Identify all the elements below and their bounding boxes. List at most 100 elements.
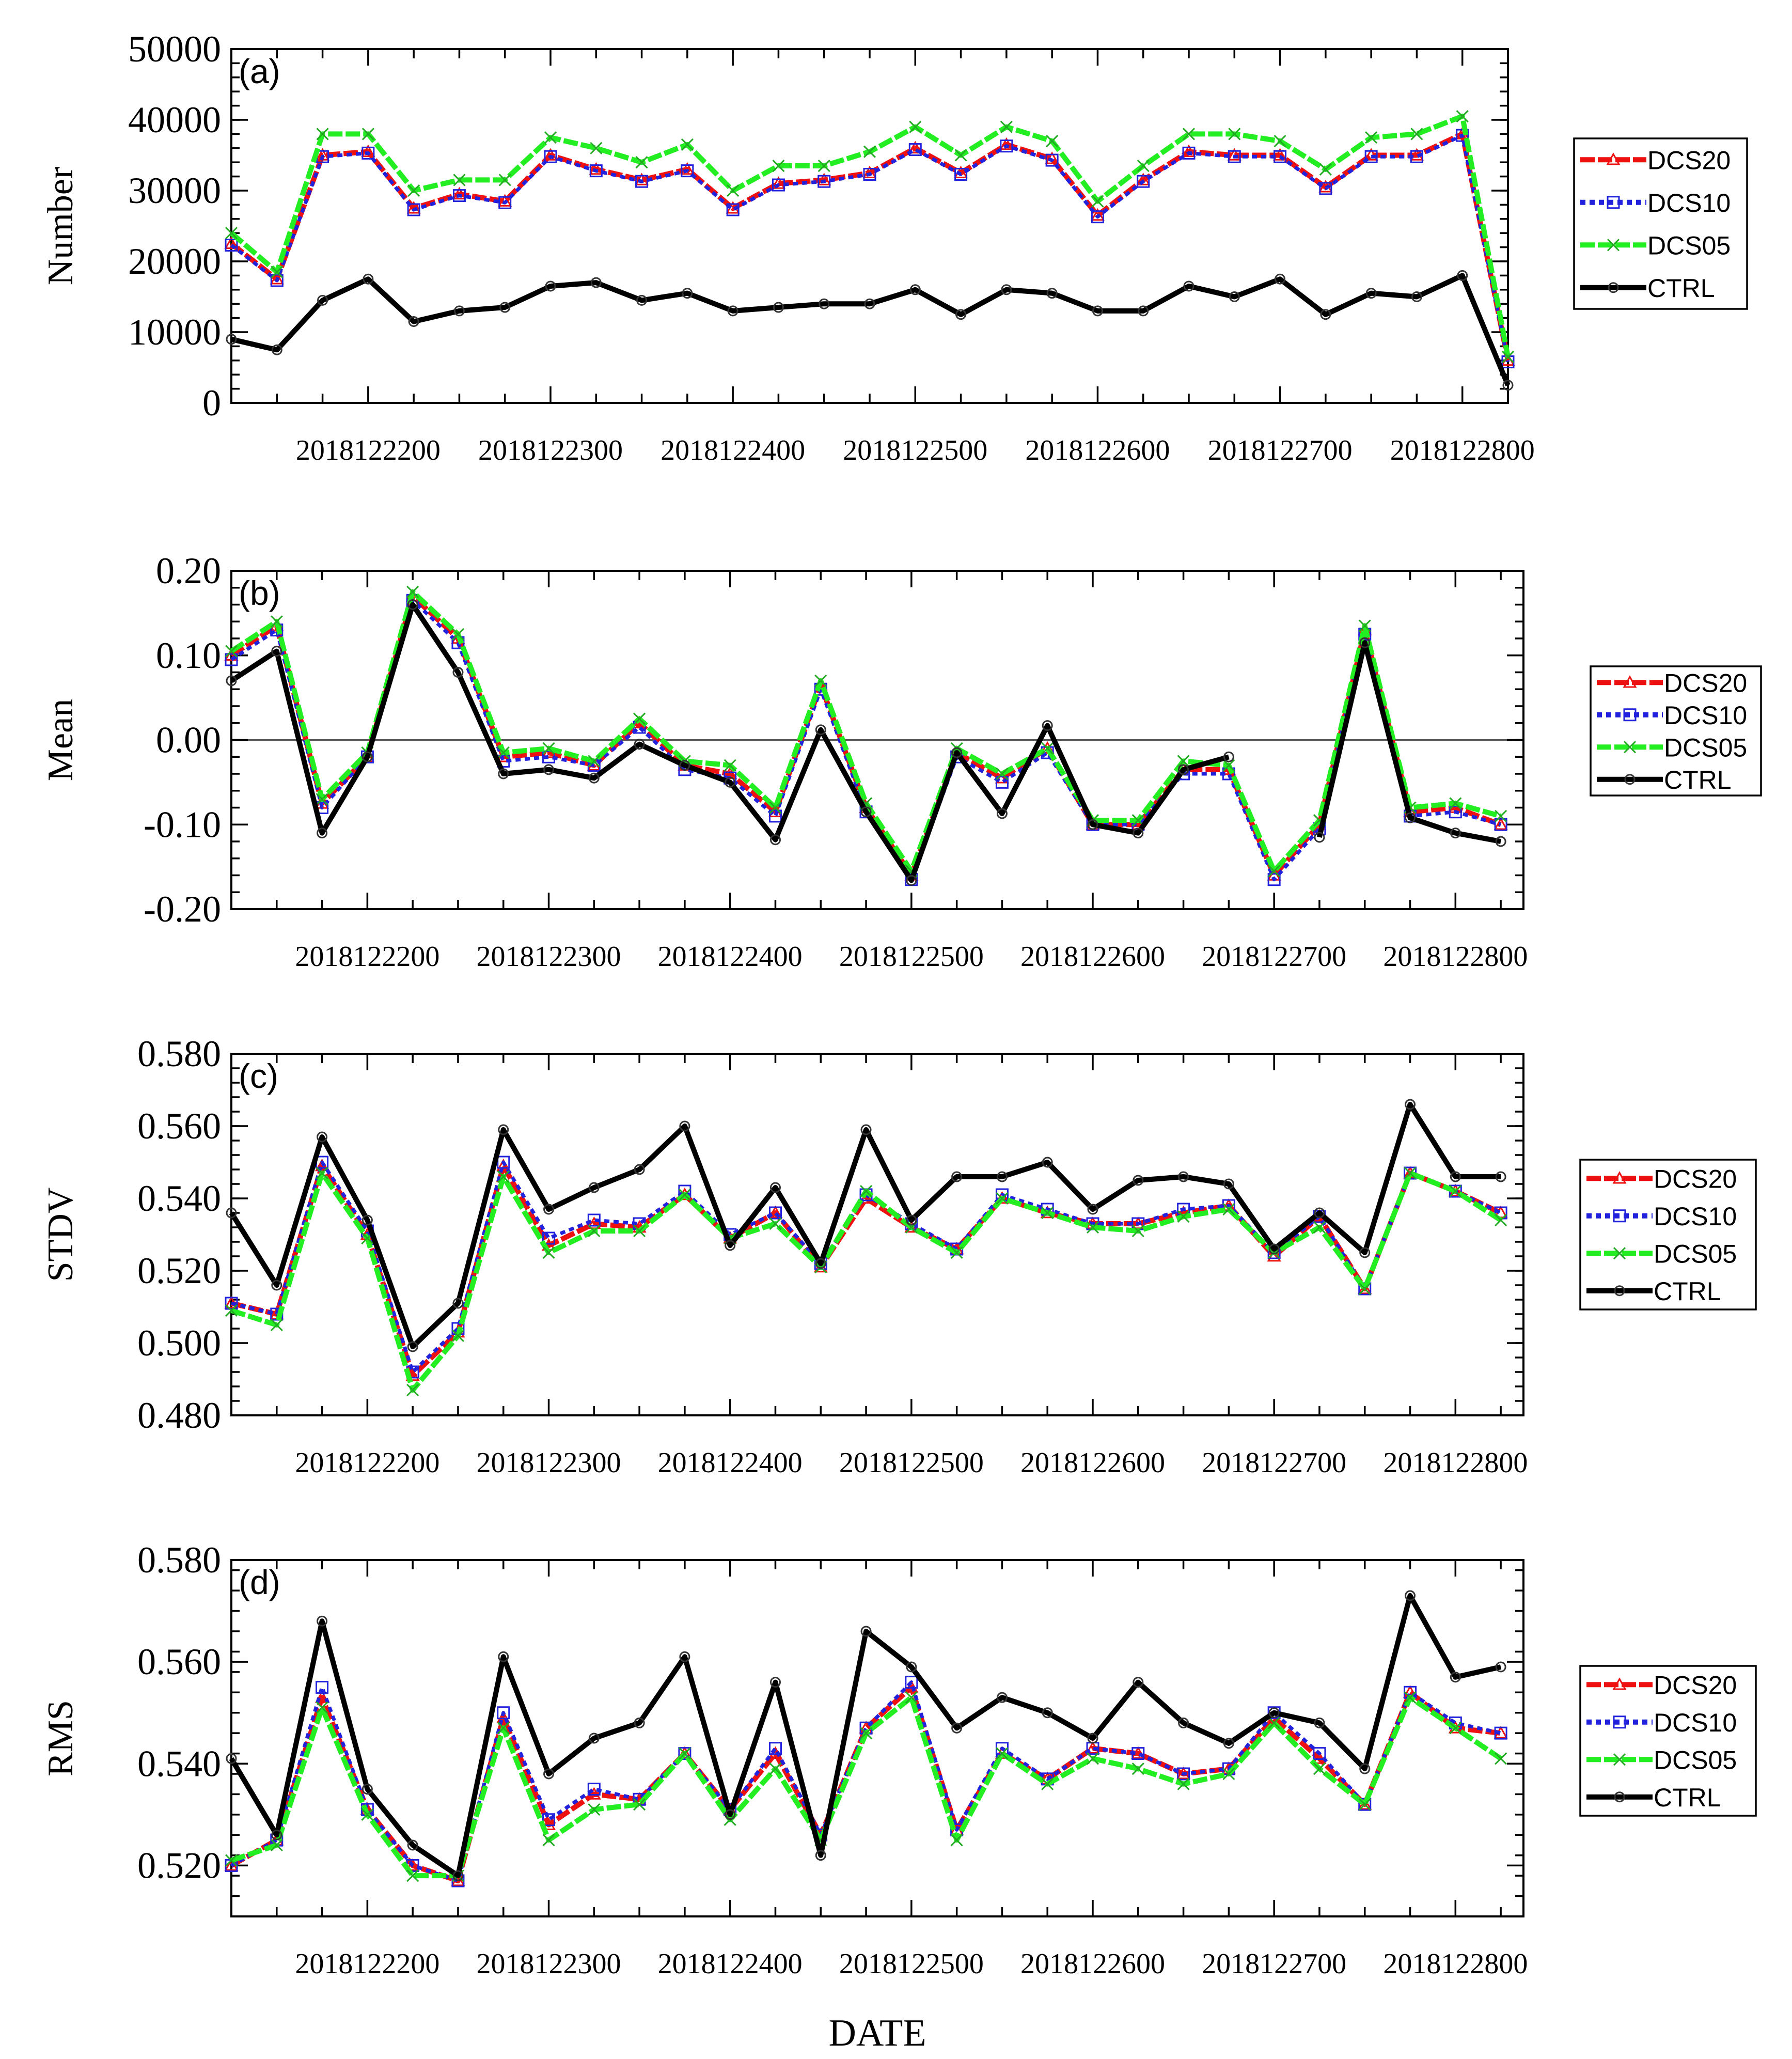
series-dcs05 — [225, 585, 1507, 878]
legend-marker — [1624, 774, 1636, 785]
data-point — [817, 173, 831, 185]
x-tick-label: 2018122700 — [1202, 1447, 1346, 1479]
data-point — [225, 645, 238, 658]
data-point — [1456, 110, 1469, 123]
data-point — [1274, 135, 1286, 148]
data-point — [1404, 1166, 1417, 1180]
series-ctrl — [226, 270, 1514, 391]
legend-marker — [1623, 741, 1637, 754]
data-point — [1091, 210, 1104, 224]
data-point — [1046, 135, 1059, 148]
x-tick-label: 2018122500 — [839, 941, 984, 973]
data-point — [406, 1869, 419, 1882]
data-point — [1182, 128, 1196, 141]
x-tick-label: 2018122300 — [477, 1948, 621, 1980]
data-point — [768, 1206, 782, 1220]
data-point — [773, 302, 784, 313]
data-point — [725, 1240, 736, 1251]
data-point — [544, 150, 557, 163]
data-point — [270, 1318, 283, 1332]
y-tick-label: 30000 — [128, 170, 221, 211]
y-tick-label: 0.520 — [137, 1250, 221, 1291]
data-point — [498, 174, 511, 186]
series-line — [230, 589, 1502, 874]
data-point — [271, 1829, 282, 1840]
data-point — [772, 159, 785, 173]
series-dcs10 — [225, 1676, 1507, 1888]
data-point — [862, 165, 877, 179]
x-tick-label: 2018122500 — [843, 434, 987, 466]
data-point — [772, 178, 785, 192]
data-point — [814, 674, 827, 687]
x-tick-label: 2018122700 — [1208, 434, 1353, 466]
data-point — [1138, 305, 1149, 317]
data-point — [498, 1124, 509, 1135]
series-dcs05 — [225, 110, 1515, 364]
data-point — [545, 280, 556, 292]
legend-marker — [1613, 1209, 1626, 1223]
y-axis-label: STDV — [41, 1188, 81, 1282]
data-point — [859, 1184, 873, 1198]
series-line — [230, 273, 1511, 386]
data-point — [724, 759, 736, 772]
data-point — [361, 1784, 373, 1795]
legend-marker — [1613, 1715, 1626, 1729]
data-point — [1364, 148, 1378, 161]
data-point — [679, 760, 690, 771]
legend-marker — [1613, 1753, 1626, 1766]
series-line — [229, 1102, 1501, 1349]
data-point — [316, 793, 328, 806]
data-point — [1268, 1707, 1280, 1719]
legend-marker — [1623, 708, 1637, 722]
data-point — [863, 145, 876, 158]
legend-marker — [1608, 282, 1619, 293]
data-point — [361, 751, 373, 762]
legend-marker — [1623, 675, 1637, 688]
data-point — [769, 1182, 781, 1193]
data-point — [1131, 1224, 1144, 1238]
data-point — [224, 236, 239, 249]
x-tick-label: 2018122200 — [295, 941, 439, 973]
y-tick-label: 0.520 — [137, 1845, 221, 1886]
data-point — [361, 1808, 374, 1821]
series-line — [230, 133, 1510, 363]
data-point — [1092, 305, 1103, 317]
series-line — [230, 1680, 1501, 1883]
data-point — [407, 599, 418, 610]
plot-frame — [230, 48, 1509, 404]
data-point — [1365, 131, 1378, 144]
data-point — [453, 174, 466, 186]
data-point — [1131, 1747, 1145, 1760]
data-point — [1227, 148, 1241, 161]
data-point — [1359, 1763, 1371, 1774]
data-point — [635, 156, 648, 169]
data-point — [1494, 817, 1508, 830]
y-tick-label: 0.20 — [156, 550, 221, 591]
panel-d: 2018122200 2018122300 2018122400 2018122500… — [41, 1539, 1757, 2054]
legend-marker — [1613, 1247, 1626, 1260]
data-point — [634, 739, 645, 750]
legend-marker — [1612, 1171, 1627, 1184]
data-point — [451, 628, 465, 641]
x-tick-label: 2018122400 — [658, 941, 803, 973]
data-point — [1133, 1175, 1144, 1186]
series-dcs20 — [224, 1680, 1508, 1886]
series-ctrl — [226, 599, 1506, 886]
plot-frame — [230, 1559, 1524, 1917]
data-point — [860, 806, 872, 818]
legend-label: DCS20 — [1654, 1671, 1737, 1699]
data-point — [906, 1661, 917, 1673]
data-point — [1495, 1661, 1506, 1673]
data-point — [1267, 873, 1281, 886]
y-tick-label: -0.10 — [144, 804, 221, 845]
data-point — [1319, 163, 1332, 176]
data-point — [1001, 284, 1012, 295]
data-point — [996, 1747, 1009, 1760]
data-point — [678, 1747, 691, 1760]
legend-box — [1590, 665, 1762, 797]
data-point — [908, 143, 922, 157]
data-point — [587, 1787, 601, 1800]
data-point — [588, 1182, 600, 1193]
data-point — [542, 1231, 556, 1245]
